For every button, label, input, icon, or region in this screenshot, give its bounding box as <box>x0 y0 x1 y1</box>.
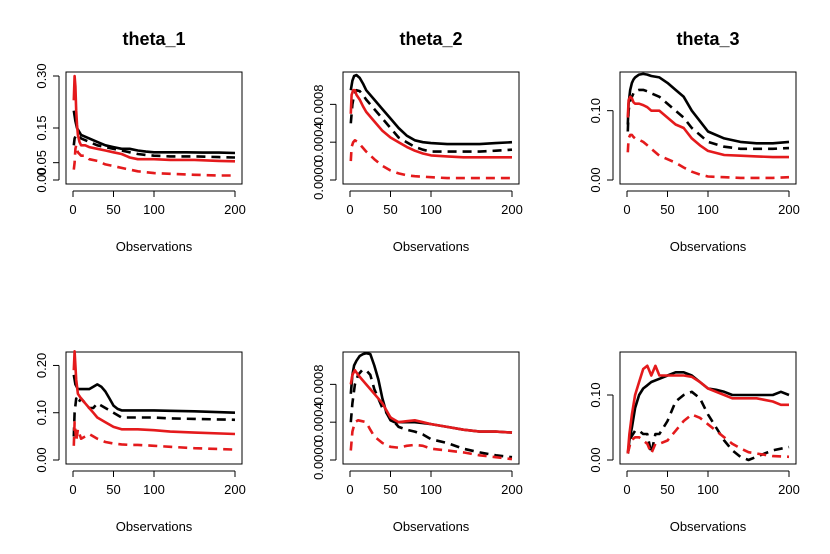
series-line-2 <box>72 133 236 159</box>
x-tick-label: 200 <box>501 482 523 497</box>
x-tick-label: 100 <box>143 482 165 497</box>
panel-1: theta_1 0 50 100 200 Observations 0.000.05 0.15… <box>34 29 246 254</box>
series-line-4 <box>349 139 512 180</box>
x-tick-label: 100 <box>697 202 719 217</box>
x-axis-label: Observations <box>670 519 747 534</box>
series-line-4 <box>72 144 235 177</box>
x-tick-label: 200 <box>224 482 246 497</box>
series-line-3 <box>72 74 236 163</box>
y-tick-label: 0.0004 <box>311 122 326 162</box>
series-line-3 <box>626 95 789 159</box>
y-tick-label: 0.0008 <box>311 84 326 124</box>
series-line-2 <box>349 368 513 459</box>
y-tick-label: 0.15 <box>34 115 49 140</box>
series-line-1 <box>72 110 236 155</box>
panel-6: 0 50 100 200 Observations 0.00 0.10 <box>588 351 800 534</box>
series-line-2 <box>626 88 790 151</box>
x-tick-label: 100 <box>420 202 442 217</box>
panel-2: theta_2 0 50 100 200 Observations 0.00000.0004… <box>311 29 523 254</box>
y-tick-label: 0.00 <box>34 167 49 192</box>
x-tick-label: 50 <box>383 202 397 217</box>
series-line-4 <box>626 413 790 459</box>
x-tick-label: 0 <box>346 482 353 497</box>
x-tick-label: 50 <box>106 482 120 497</box>
x-tick-label: 50 <box>383 482 397 497</box>
x-axis-label: Observations <box>670 239 747 254</box>
series-line-2 <box>626 390 790 462</box>
y-tick-label: 0.0008 <box>311 364 326 404</box>
plot-frame <box>619 351 797 465</box>
plot-frame <box>65 71 243 185</box>
y-tick-label: 0.10 <box>588 98 603 123</box>
series-line-1 <box>349 73 513 146</box>
chart-title: theta_3 <box>676 29 739 49</box>
y-tick-label: 0.00 <box>588 167 603 192</box>
x-tick-label: 50 <box>660 482 674 497</box>
x-tick-label: 50 <box>106 202 120 217</box>
y-tick-label: 0.10 <box>588 382 603 407</box>
y-tick-label: 0.30 <box>34 63 49 88</box>
plot-frame <box>619 71 797 185</box>
plot-frame <box>342 351 520 465</box>
series-line-2 <box>349 88 513 153</box>
y-tick-label: 0.00 <box>34 447 49 472</box>
chart-title: theta_2 <box>399 29 462 49</box>
x-tick-label: 200 <box>224 202 246 217</box>
y-tick-label: 0.0000 <box>311 440 326 480</box>
x-tick-label: 0 <box>623 202 630 217</box>
series-line-3 <box>349 88 512 159</box>
series-line-3 <box>349 368 513 434</box>
series-line-4 <box>349 418 513 461</box>
x-tick-label: 0 <box>69 482 76 497</box>
panel-3: theta_3 0 50 100 200 Observations 0.00 0.10 <box>588 29 800 254</box>
series-line-1 <box>626 370 790 454</box>
series-line-3 <box>626 364 789 454</box>
series-line-3 <box>72 349 236 436</box>
series-line-4 <box>626 133 790 180</box>
x-tick-label: 100 <box>697 482 719 497</box>
x-axis-label: Observations <box>116 239 193 254</box>
y-tick-label: 0.0004 <box>311 402 326 442</box>
x-tick-label: 100 <box>420 482 442 497</box>
x-tick-label: 50 <box>660 202 674 217</box>
x-axis-label: Observations <box>393 519 470 534</box>
series-line-1 <box>72 374 236 414</box>
series-line-2 <box>72 397 236 437</box>
x-axis-label: Observations <box>116 519 193 534</box>
x-tick-label: 0 <box>69 202 76 217</box>
y-tick-label: 0.0000 <box>311 160 326 200</box>
plot-frame <box>65 351 243 465</box>
chart-title: theta_1 <box>122 29 185 49</box>
y-tick-label: 0.20 <box>34 353 49 378</box>
x-tick-label: 200 <box>778 482 800 497</box>
plot-frame <box>342 71 520 185</box>
x-tick-label: 200 <box>778 202 800 217</box>
x-tick-label: 0 <box>623 482 630 497</box>
panel-4: 0 50 100 200 Observations 0.00 0.10 0.20 <box>34 349 246 534</box>
x-tick-label: 0 <box>346 202 353 217</box>
y-tick-label: 0.05 <box>34 150 49 175</box>
x-tick-label: 200 <box>501 202 523 217</box>
x-tick-label: 100 <box>143 202 165 217</box>
y-tick-label: 0.00 <box>588 447 603 472</box>
x-axis-label: Observations <box>393 239 470 254</box>
series-line-4 <box>72 420 236 451</box>
series-line-1 <box>626 72 790 145</box>
y-tick-label: 0.10 <box>34 400 49 425</box>
